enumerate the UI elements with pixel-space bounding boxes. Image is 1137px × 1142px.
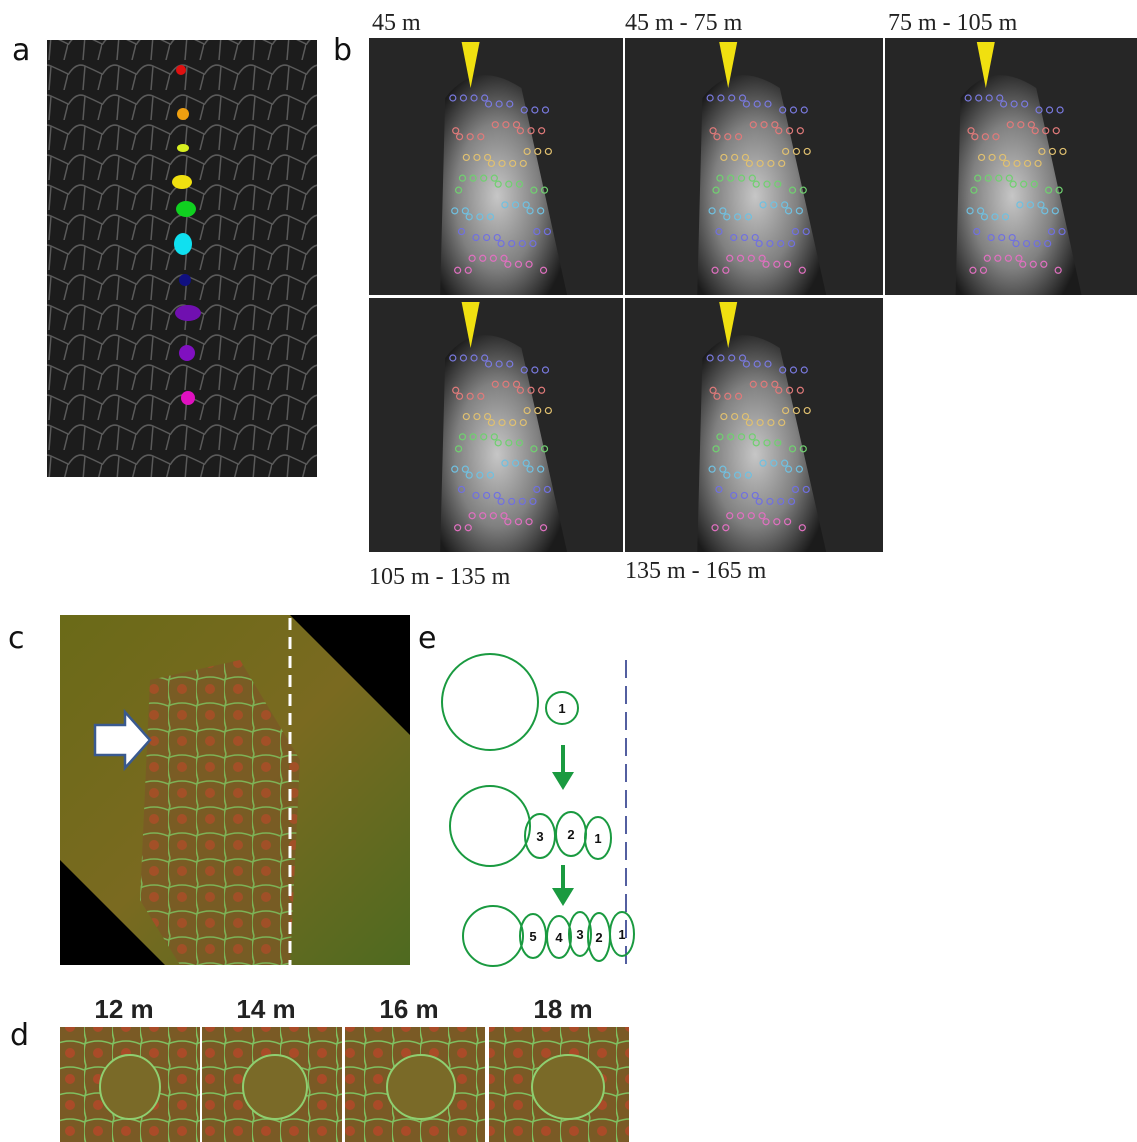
panel-label: d — [10, 1018, 29, 1053]
cell-number: 1 — [618, 927, 625, 942]
panel-d: 12 m 14 m 16 m 18 m — [60, 994, 629, 1142]
cell-number: 3 — [576, 927, 583, 942]
cell-number: 2 — [595, 930, 602, 945]
cell-number: 1 — [594, 831, 601, 846]
cell-number: 2 — [567, 827, 574, 842]
figure: a b 45 m 45 m - 75 m 75 m - 105 m 105 m - 1… — [0, 0, 1137, 1142]
time-label: 45 m — [372, 10, 421, 36]
large-cell — [243, 1055, 307, 1119]
cell-number: 1 — [558, 701, 565, 716]
time-label: 135 m - 165 m — [625, 558, 767, 584]
time-label: 105 m - 135 m — [369, 564, 511, 590]
large-cell — [100, 1055, 160, 1119]
panel-b: 45 m 45 m - 75 m 75 m - 105 m 105 m - 135 m… — [369, 10, 1137, 590]
time-label: 14 m — [236, 994, 295, 1024]
panel-label: b — [333, 33, 352, 68]
time-label: 75 m - 105 m — [888, 10, 1018, 36]
cell-number: 4 — [555, 930, 563, 945]
time-label: 45 m - 75 m — [625, 10, 743, 36]
large-cell — [532, 1055, 604, 1119]
large-cell — [387, 1055, 455, 1119]
cell-number: 5 — [529, 929, 536, 944]
cell-number: 3 — [536, 829, 543, 844]
time-label: 12 m — [94, 994, 153, 1024]
panel-label: e — [418, 621, 436, 656]
time-label: 16 m — [379, 994, 438, 1024]
panel-label: c — [8, 621, 25, 656]
micrograph — [47, 40, 317, 477]
arrows — [552, 745, 574, 906]
panel-label: a — [12, 33, 30, 68]
time-label: 18 m — [533, 994, 592, 1024]
